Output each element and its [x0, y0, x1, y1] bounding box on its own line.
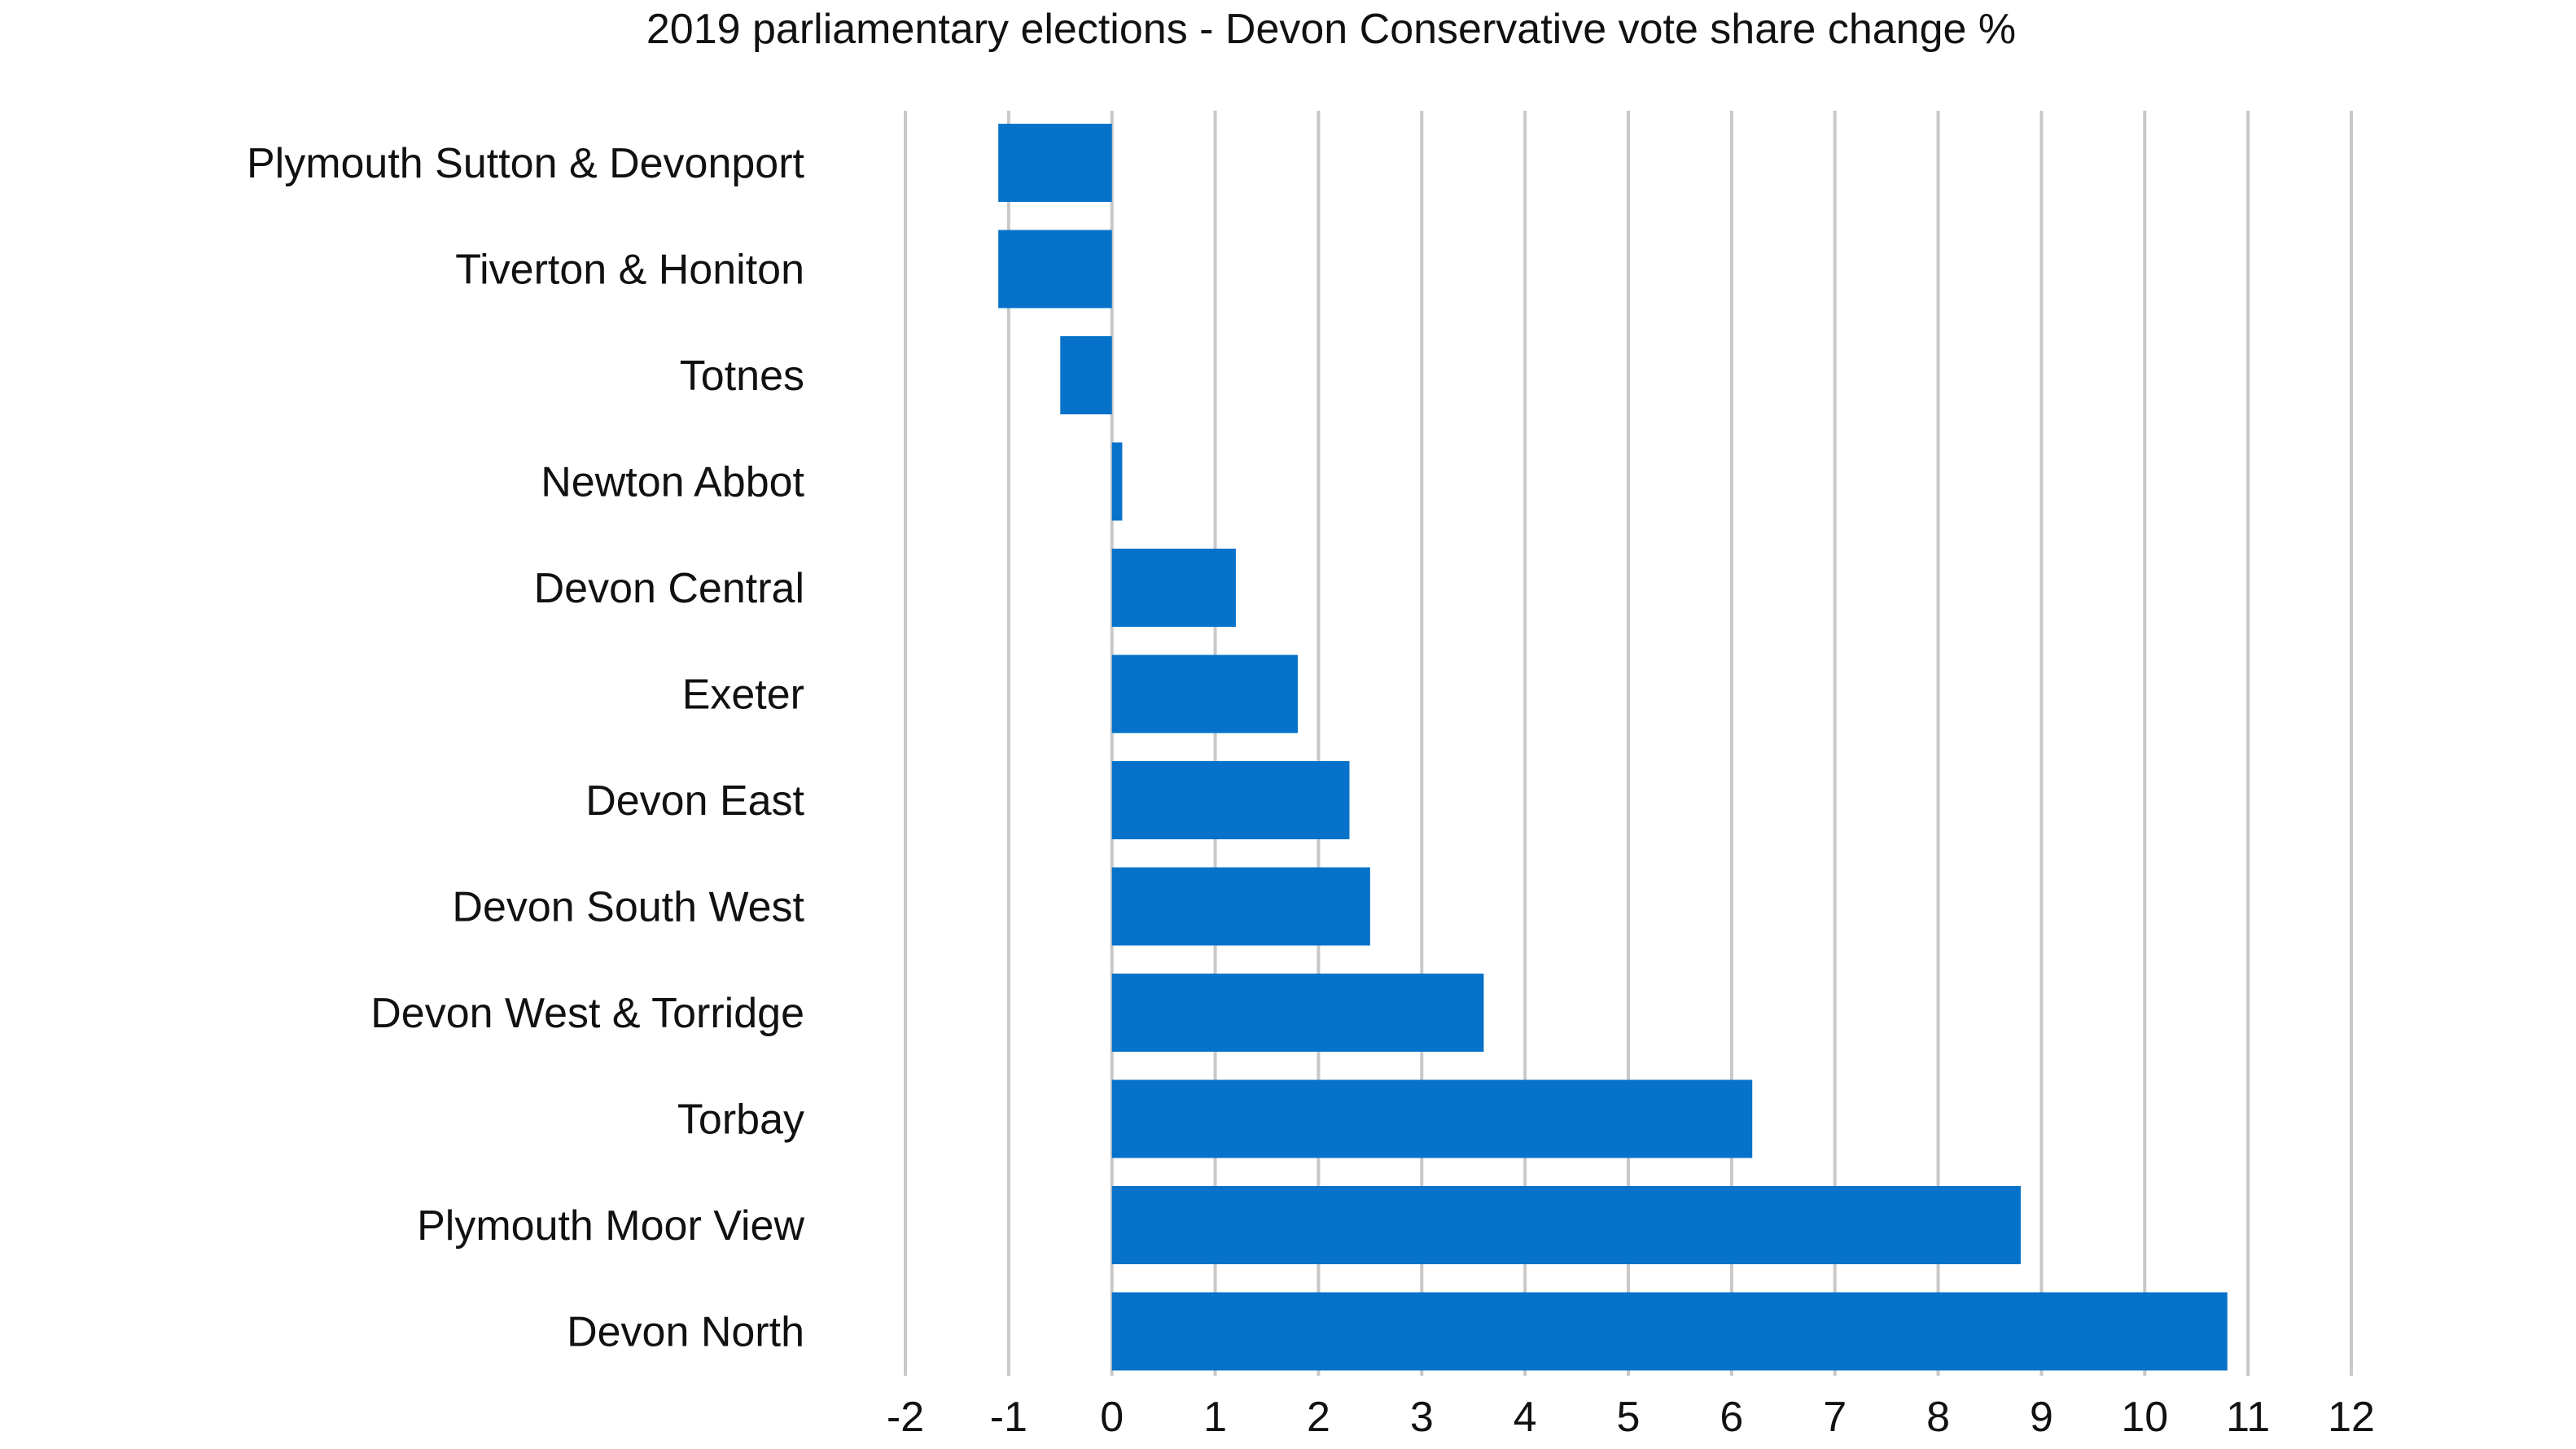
- category-label: Tiverton & Honiton: [455, 247, 804, 294]
- chart-title: 2019 parliamentary elections - Devon Con…: [646, 6, 2017, 53]
- category-label: Plymouth Sutton & Devonport: [247, 140, 805, 187]
- bar: [1111, 1292, 2228, 1371]
- x-axis-tick-labels: -2 -1 0 1 2 3 4 5 6 7 8 9 10 11 12: [887, 1394, 2375, 1441]
- bar: [1111, 761, 1350, 839]
- bar: [998, 230, 1112, 309]
- category-label: Torbay: [677, 1097, 804, 1144]
- bar: [1111, 549, 1236, 627]
- x-tick-label: 12: [2328, 1394, 2375, 1441]
- x-tick-label: 2: [1307, 1394, 1330, 1441]
- bar: [1111, 867, 1370, 946]
- category-label: Devon Central: [534, 565, 804, 612]
- category-label: Devon West & Torridge: [370, 990, 804, 1037]
- bar: [1111, 1186, 2022, 1264]
- category-label: Plymouth Moor View: [417, 1202, 804, 1250]
- x-tick-label: 6: [1720, 1394, 1743, 1441]
- bar: [998, 124, 1112, 202]
- x-tick-label: 0: [1100, 1394, 1124, 1441]
- bars: [998, 124, 2228, 1371]
- bar: [1111, 442, 1123, 521]
- x-tick-label: 10: [2121, 1394, 2168, 1441]
- x-tick-label: 7: [1823, 1394, 1847, 1441]
- x-tick-label: 9: [2030, 1394, 2053, 1441]
- x-tick-label: 4: [1514, 1394, 1537, 1441]
- bar: [1111, 654, 1299, 733]
- category-label: Newton Abbot: [541, 459, 804, 506]
- x-tick-label: -1: [990, 1394, 1027, 1441]
- x-tick-label: 11: [2226, 1394, 2270, 1441]
- category-label: Devon North: [567, 1309, 804, 1356]
- x-tick-label: 3: [1410, 1394, 1434, 1441]
- x-tick-label: 5: [1617, 1394, 1641, 1441]
- gridlines: [904, 111, 2353, 1376]
- category-label: Devon East: [585, 777, 804, 825]
- category-label: Totnes: [680, 352, 804, 400]
- bar: [1111, 1079, 1753, 1158]
- x-tick-label: 8: [1926, 1394, 1950, 1441]
- category-label: Exeter: [682, 672, 804, 719]
- bar: [1111, 974, 1484, 1052]
- x-tick-label: -2: [887, 1394, 924, 1441]
- bar: [1060, 336, 1112, 414]
- x-tick-label: 1: [1203, 1394, 1227, 1441]
- category-label: Devon South West: [452, 884, 804, 931]
- category-labels: Plymouth Sutton & Devonport Tiverton & Ho…: [247, 140, 805, 1356]
